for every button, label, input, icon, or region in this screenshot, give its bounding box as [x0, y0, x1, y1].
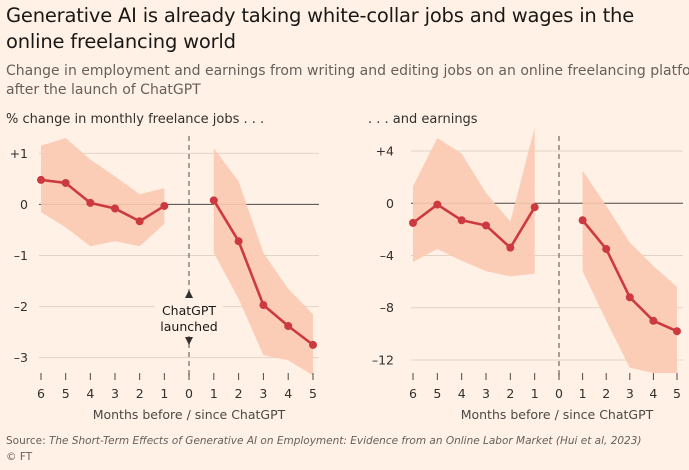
subtitle-line-2: after the launch of ChatGPT: [6, 82, 201, 98]
jobs-before-point: [135, 217, 144, 226]
copyright: © FT: [6, 451, 33, 463]
earnings-x-tick-label: 5: [673, 386, 681, 401]
jobs-x-tick-label: 5: [62, 386, 70, 401]
jobs-before-point: [37, 175, 45, 184]
jobs-after-point: [309, 340, 317, 349]
earnings-x-axis-label: Months before / since ChatGPT: [461, 407, 654, 422]
chart-title: Generative AI is already taking white-co…: [6, 4, 634, 53]
earnings-y-tick-label: +4: [376, 144, 394, 159]
earnings-x-tick-label: 1: [579, 386, 587, 401]
jobs-x-tick-label: 4: [284, 386, 292, 401]
jobs-x-tick-label: 1: [210, 386, 218, 401]
earnings-after-point: [673, 327, 681, 336]
jobs-y-tick-label: 0: [20, 197, 28, 212]
jobs-y-tick-label: –1: [14, 248, 28, 263]
annotation-line-1: ChatGPT: [162, 303, 216, 318]
jobs-before-series-line: [40, 178, 166, 223]
jobs-before-point: [160, 201, 169, 210]
annotation-background: [155, 298, 223, 336]
earnings-x-tick-label: 3: [626, 386, 634, 401]
chart-subtitle: Change in employment and earnings from w…: [6, 62, 689, 100]
source-label: Source:: [6, 435, 49, 447]
earnings-before-series-line: [412, 203, 536, 249]
earnings-after-point: [649, 316, 658, 325]
source-text: The Short-Term Effects of Generative AI …: [48, 435, 642, 447]
earnings-after-confidence-band: [582, 170, 677, 373]
jobs-after-confidence-band: [213, 148, 313, 376]
jobs-x-tick-label: 4: [86, 386, 94, 401]
earnings-x-tick-label: 3: [482, 386, 490, 401]
jobs-after-point: [259, 301, 268, 310]
jobs-x-tick-label: 2: [235, 386, 243, 401]
jobs-x-tick-label: 5: [309, 386, 317, 401]
panel-title-jobs: % change in monthly freelance jobs . . .: [6, 112, 265, 127]
earnings-x-tick-label: 4: [649, 386, 657, 401]
jobs-after-point: [234, 237, 243, 246]
jobs-y-tick-label: –2: [14, 299, 28, 314]
jobs-before-point: [111, 204, 119, 213]
annotation-line-2: launched: [160, 319, 217, 334]
earnings-before-confidence-band: [413, 127, 535, 277]
earnings-x-tick-label: 4: [458, 386, 466, 401]
jobs-before-point: [61, 178, 70, 187]
earnings-x-tick-label: 2: [506, 386, 514, 401]
jobs-before-confidence-band: [41, 138, 165, 247]
earnings-y-tick-label: 0: [386, 196, 394, 211]
jobs-x-tick-label: 6: [37, 386, 45, 401]
annotation-up-arrow-icon: [185, 290, 193, 298]
earnings-y-tick-label: –8: [380, 300, 394, 315]
jobs-y-tick-label: –3: [14, 350, 28, 365]
earnings-before-point: [530, 203, 539, 212]
jobs-x-tick-label: 0: [185, 386, 193, 401]
earnings-before-point: [457, 216, 466, 225]
jobs-after-point: [209, 196, 218, 205]
earnings-y-tick-label: –4: [380, 248, 394, 263]
earnings-after-point: [625, 293, 634, 302]
jobs-after-point: [284, 322, 293, 330]
earnings-y-tick-label: –12: [372, 352, 394, 367]
jobs-x-tick-label: 3: [111, 386, 119, 401]
earnings-x-tick-label: 0: [555, 386, 563, 401]
earnings-x-tick-label: 5: [433, 386, 441, 401]
jobs-y-tick-label: +1: [10, 146, 28, 161]
earnings-before-point: [482, 221, 490, 230]
earnings-x-tick-label: 2: [602, 386, 610, 401]
source-note: Source: The Short-Term Effects of Genera…: [6, 435, 642, 447]
earnings-before-point: [433, 200, 442, 209]
jobs-x-axis-label: Months before / since ChatGPT: [93, 407, 286, 422]
jobs-before-point: [86, 198, 95, 207]
earnings-after-point: [578, 216, 587, 225]
jobs-x-tick-label: 2: [136, 386, 144, 401]
earnings-after-point: [602, 244, 611, 253]
earnings-x-tick-label: 6: [409, 386, 417, 401]
earnings-before-point: [506, 243, 515, 252]
earnings-before-point: [409, 218, 417, 227]
jobs-x-tick-label: 3: [259, 386, 267, 401]
earnings-x-tick-label: 1: [531, 386, 539, 401]
jobs-x-tick-label: 1: [160, 386, 168, 401]
subtitle-line-1: Change in employment and earnings from w…: [6, 63, 689, 79]
annotation-down-arrow-icon: [185, 337, 193, 345]
panel-title-earnings: . . . and earnings: [368, 112, 478, 127]
